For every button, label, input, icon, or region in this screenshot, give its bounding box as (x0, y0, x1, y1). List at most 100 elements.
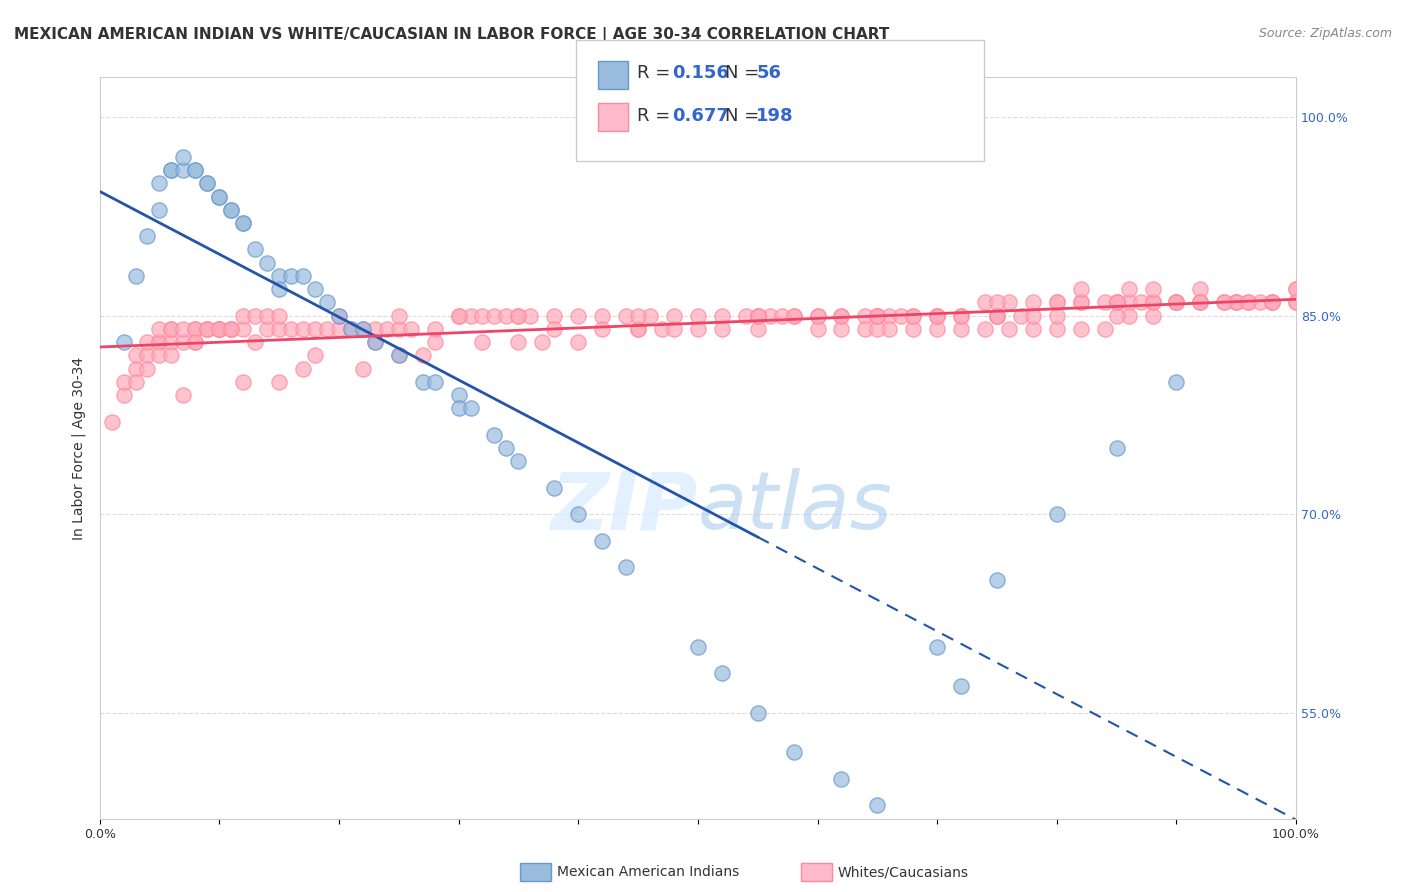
Point (447, 388, 470, 402)
Point (316, 322, 339, 336)
Point (112, 335, 135, 350)
Point (256, 309, 278, 323)
Point (614, 309, 637, 323)
Point (1046, 295, 1069, 310)
Point (567, 335, 589, 350)
Point (412, 375, 434, 389)
Point (1022, 322, 1045, 336)
Point (160, 322, 183, 336)
Text: N =: N = (725, 64, 765, 82)
Point (208, 322, 231, 336)
Point (1189, 295, 1212, 310)
Point (100, 415, 122, 429)
Point (136, 361, 159, 376)
Point (747, 309, 769, 323)
Point (208, 322, 231, 336)
Point (1237, 295, 1260, 310)
Point (1105, 295, 1128, 310)
Point (292, 361, 315, 376)
Point (219, 322, 242, 336)
Point (1142, 295, 1164, 310)
Point (136, 229, 159, 244)
Point (364, 335, 387, 350)
Point (686, 309, 709, 323)
Point (352, 322, 374, 336)
Point (1142, 282, 1164, 296)
Point (124, 361, 146, 376)
Point (352, 322, 374, 336)
Point (1094, 295, 1116, 310)
Point (208, 322, 231, 336)
Point (747, 309, 769, 323)
Point (304, 348, 326, 362)
Point (232, 322, 254, 336)
Point (710, 322, 733, 336)
Point (1213, 295, 1236, 310)
Point (543, 481, 565, 495)
Point (148, 322, 170, 336)
Point (747, 706, 769, 720)
Point (112, 375, 135, 389)
Point (543, 322, 565, 336)
Text: Source: ZipAtlas.com: Source: ZipAtlas.com (1258, 27, 1392, 40)
Point (232, 309, 254, 323)
Point (340, 322, 363, 336)
Text: 0.156: 0.156 (672, 64, 728, 82)
Point (269, 309, 291, 323)
Point (184, 335, 207, 350)
Point (1237, 295, 1260, 310)
Point (269, 282, 291, 296)
Point (184, 163, 207, 178)
Point (782, 309, 804, 323)
Text: 198: 198 (756, 107, 794, 125)
Point (853, 322, 876, 336)
Point (423, 375, 446, 389)
Point (460, 401, 482, 416)
Point (974, 322, 997, 336)
Point (256, 322, 278, 336)
Point (136, 335, 159, 350)
Text: Mexican American Indians: Mexican American Indians (557, 865, 740, 880)
Point (508, 335, 530, 350)
Point (1046, 507, 1069, 521)
Point (243, 335, 266, 350)
Point (269, 375, 291, 389)
Y-axis label: In Labor Force | Age 30-34: In Labor Force | Age 30-34 (72, 357, 86, 540)
Point (806, 309, 828, 323)
Point (172, 322, 194, 336)
Point (484, 309, 506, 323)
Point (232, 216, 254, 230)
Point (1285, 295, 1308, 310)
Point (1261, 295, 1284, 310)
Text: ZIP: ZIP (551, 468, 697, 546)
Point (986, 309, 1008, 323)
Point (352, 361, 374, 376)
Point (1249, 295, 1271, 310)
Point (627, 322, 650, 336)
Point (927, 640, 949, 654)
Point (184, 335, 207, 350)
Point (927, 309, 949, 323)
Point (160, 348, 183, 362)
Point (986, 309, 1008, 323)
Point (1046, 322, 1069, 336)
Point (890, 309, 912, 323)
Point (1070, 322, 1092, 336)
Point (1166, 295, 1188, 310)
Point (375, 322, 398, 336)
Point (1142, 309, 1164, 323)
Point (1129, 295, 1152, 310)
Point (1118, 282, 1140, 296)
Point (495, 441, 517, 455)
Point (124, 268, 146, 283)
Point (950, 679, 973, 693)
Point (423, 335, 446, 350)
Point (1010, 309, 1032, 323)
Point (1105, 441, 1128, 455)
Point (747, 322, 769, 336)
Point (1166, 375, 1188, 389)
Text: Whites/Caucasians: Whites/Caucasians (838, 865, 969, 880)
Point (208, 322, 231, 336)
Point (543, 309, 565, 323)
Point (364, 335, 387, 350)
